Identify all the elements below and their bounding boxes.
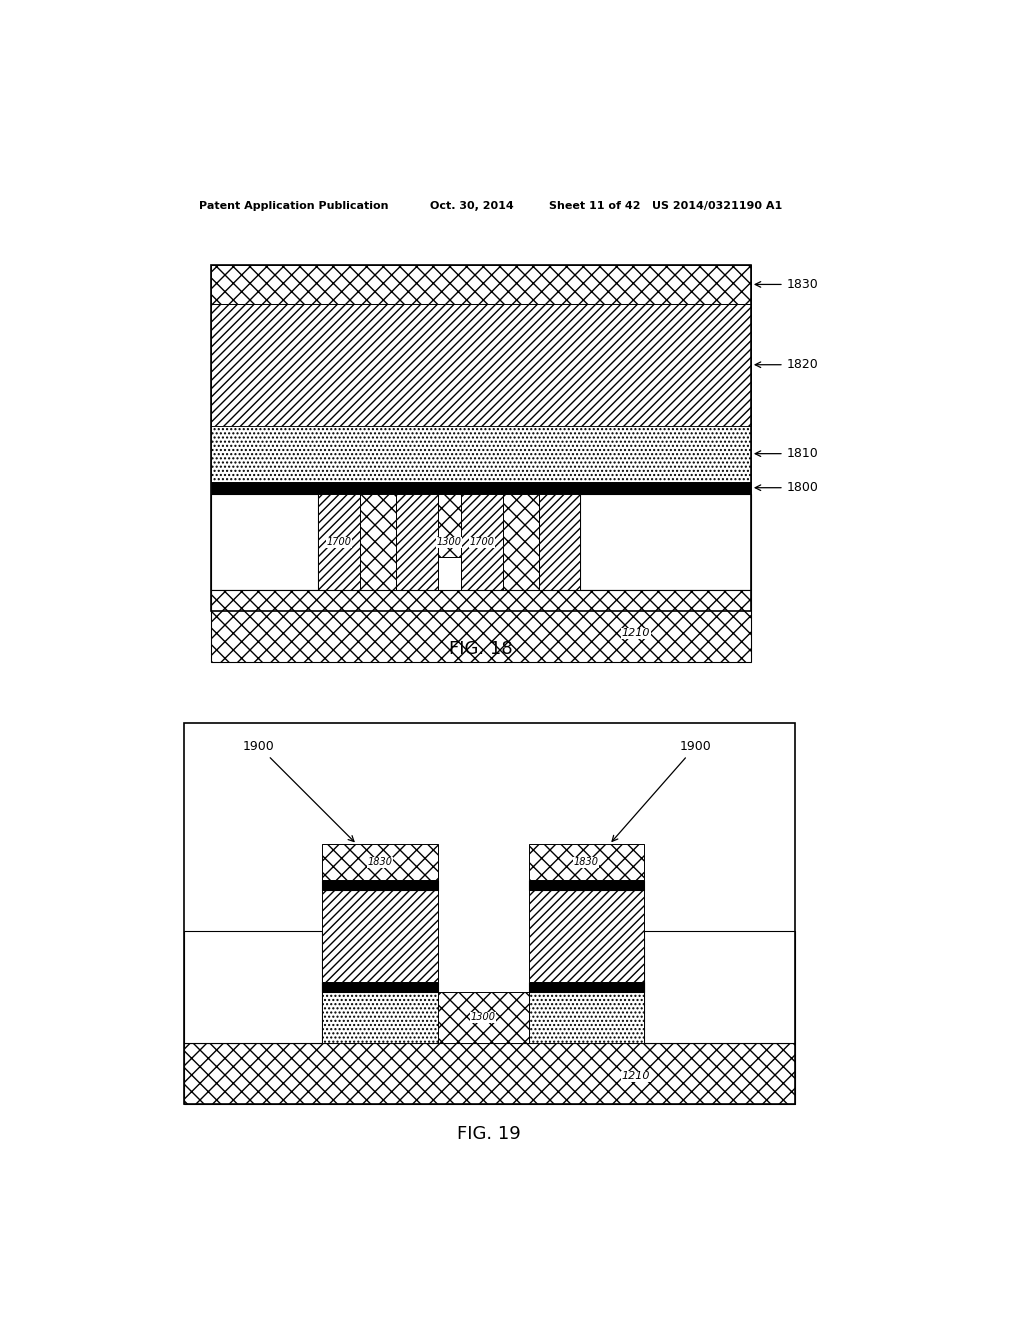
Text: 1900: 1900 <box>243 741 354 842</box>
Bar <box>211 304 751 426</box>
Text: 1210: 1210 <box>622 628 650 638</box>
Bar <box>323 991 437 1043</box>
Bar <box>318 494 360 590</box>
Bar <box>183 722 795 1104</box>
Text: Patent Application Publication: Patent Application Publication <box>200 201 389 211</box>
Text: US 2014/0321190 A1: US 2014/0321190 A1 <box>652 201 782 211</box>
Bar <box>581 494 751 590</box>
Text: 1830: 1830 <box>573 857 599 867</box>
Bar <box>323 845 437 880</box>
Bar <box>539 494 581 590</box>
Bar <box>183 1043 795 1104</box>
Text: 1700: 1700 <box>327 537 352 546</box>
Bar <box>323 982 437 991</box>
Text: 1830: 1830 <box>755 279 818 290</box>
Bar <box>528 890 644 982</box>
Text: Sheet 11 of 42: Sheet 11 of 42 <box>549 201 640 211</box>
Bar <box>323 890 437 982</box>
Bar <box>528 991 644 1043</box>
Bar <box>396 494 437 590</box>
Bar <box>360 494 396 590</box>
Text: 1820: 1820 <box>755 358 818 371</box>
Bar <box>437 991 528 1043</box>
Bar <box>644 931 795 1043</box>
Bar <box>183 931 323 1043</box>
Bar <box>323 880 437 890</box>
Bar <box>437 494 461 557</box>
Bar <box>528 845 644 880</box>
Bar <box>211 265 751 611</box>
Text: 1800: 1800 <box>755 482 818 494</box>
Text: FIG. 19: FIG. 19 <box>457 1125 521 1143</box>
Bar <box>211 590 751 661</box>
Text: 1810: 1810 <box>755 447 818 461</box>
Text: Oct. 30, 2014: Oct. 30, 2014 <box>430 201 513 211</box>
Text: 1900: 1900 <box>612 741 712 841</box>
Bar <box>528 982 644 991</box>
Text: 1210: 1210 <box>622 1072 650 1081</box>
Text: 1300: 1300 <box>437 537 462 546</box>
Bar <box>211 265 751 304</box>
Bar <box>461 494 503 590</box>
Bar <box>528 880 644 890</box>
Bar <box>211 482 751 494</box>
Text: 1700: 1700 <box>470 537 495 546</box>
Bar <box>211 426 751 482</box>
Bar <box>437 557 461 590</box>
Text: 1830: 1830 <box>368 857 392 867</box>
Text: FIG. 18: FIG. 18 <box>450 640 513 659</box>
Text: 1300: 1300 <box>471 1012 496 1022</box>
Bar <box>503 494 539 590</box>
Bar <box>211 494 318 590</box>
